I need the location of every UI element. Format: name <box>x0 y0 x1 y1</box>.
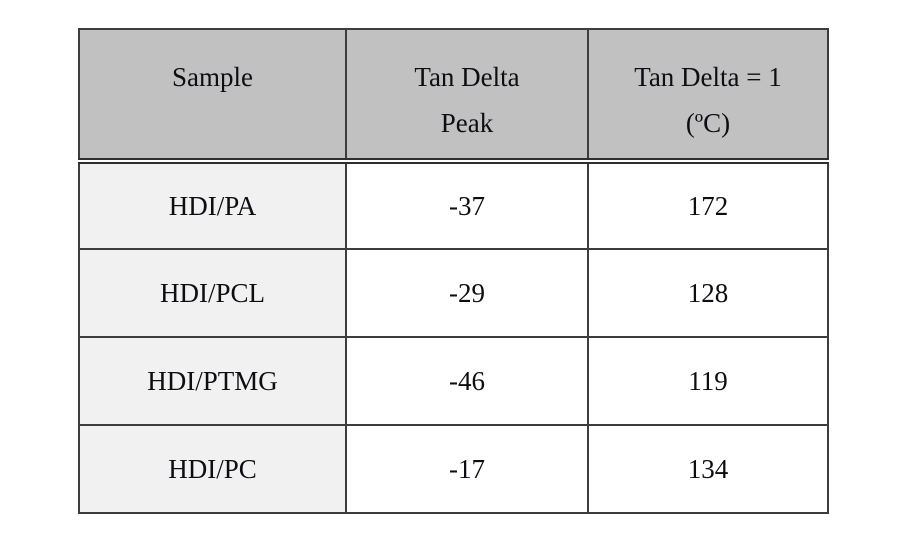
cell-sample: HDI/PC <box>78 424 347 514</box>
table-header: Sample Tan Delta Peak Tan Delta = 1 (ºC) <box>78 28 829 164</box>
cell-tan-delta-peak: -37 <box>345 160 589 250</box>
header-line-2: (ºC) <box>685 108 731 138</box>
cell-tan-delta-peak: -46 <box>345 336 589 426</box>
cell-sample: HDI/PCL <box>78 248 347 338</box>
table-body: HDI/PA -37 172 HDI/PCL -29 128 HDI/PTMG … <box>78 160 829 514</box>
table-row-hdi-pcl: HDI/PCL -29 128 <box>78 248 829 338</box>
cell-tan-delta-peak: -29 <box>345 248 589 338</box>
table-row-hdi-pa: HDI/PA -37 172 <box>78 160 829 250</box>
table-container: Sample Tan Delta Peak Tan Delta = 1 (ºC)… <box>78 28 829 514</box>
header-line-2: Peak <box>440 108 494 138</box>
header-row: Sample Tan Delta Peak Tan Delta = 1 (ºC) <box>78 28 829 164</box>
cell-tan-delta-peak: -17 <box>345 424 589 514</box>
cell-sample: HDI/PTMG <box>78 336 347 426</box>
cell-tan-delta-eq-1: 134 <box>587 424 829 514</box>
cell-tan-delta-eq-1: 172 <box>587 160 829 250</box>
column-header-sample: Sample <box>78 28 347 164</box>
table-row-hdi-pc: HDI/PC -17 134 <box>78 424 829 514</box>
cell-tan-delta-eq-1: 119 <box>587 336 829 426</box>
cell-tan-delta-eq-1: 128 <box>587 248 829 338</box>
table-row-hdi-ptmg: HDI/PTMG -46 119 <box>78 336 829 426</box>
column-header-tan-delta-peak: Tan Delta Peak <box>345 28 589 164</box>
header-line-1: Sample <box>172 62 253 92</box>
cell-sample: HDI/PA <box>78 160 347 250</box>
header-line-1: Tan Delta = 1 <box>634 62 782 92</box>
dma-results-table: Sample Tan Delta Peak Tan Delta = 1 (ºC)… <box>78 28 829 514</box>
column-header-tan-delta-eq-1: Tan Delta = 1 (ºC) <box>587 28 829 164</box>
header-line-1: Tan Delta <box>414 62 520 92</box>
